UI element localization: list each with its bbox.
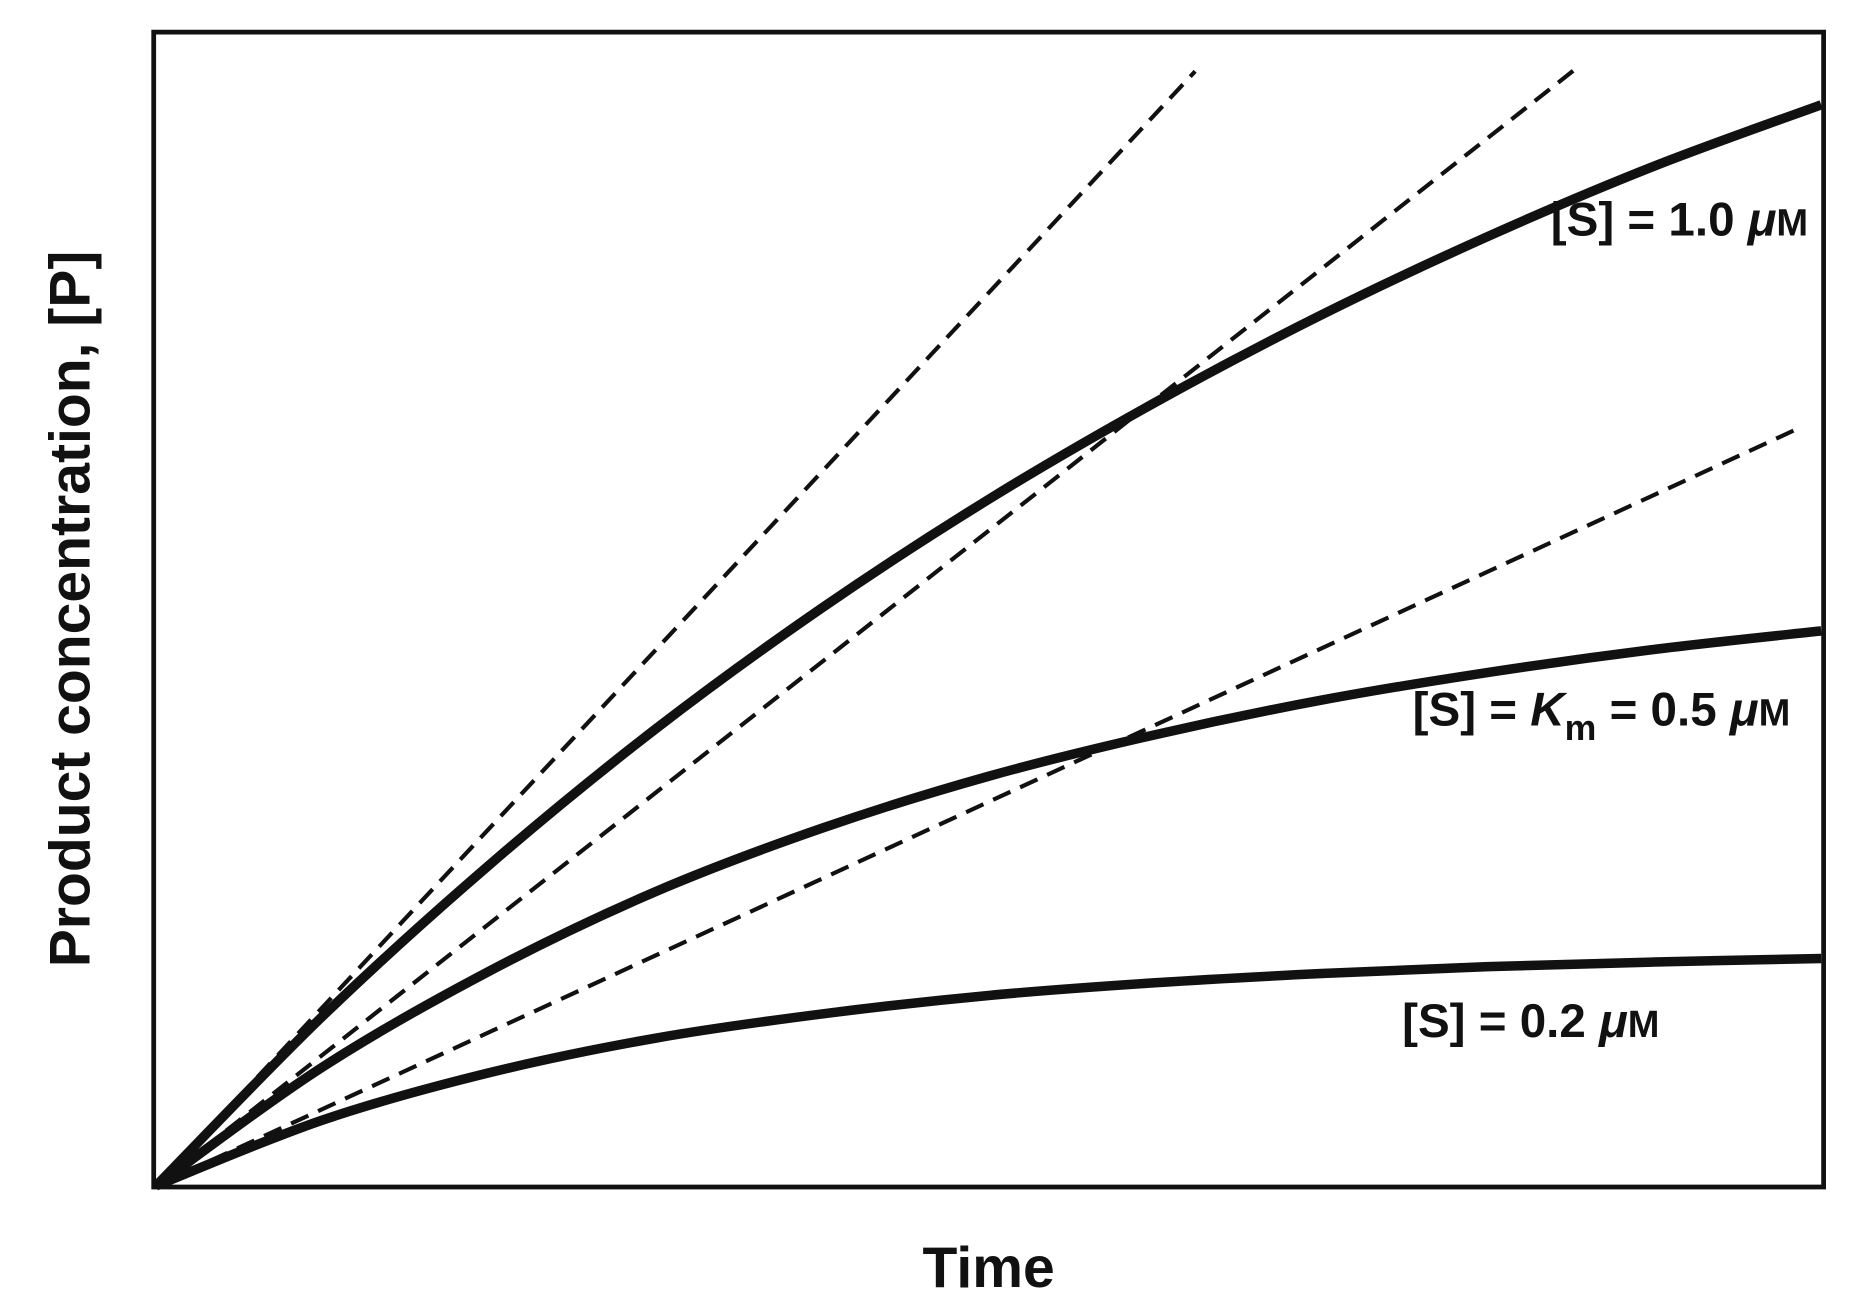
series-curve-2	[154, 953, 1822, 1191]
x-axis-label: Time	[923, 1236, 1055, 1300]
tangent-line-1	[154, 63, 1582, 1188]
curves	[152, 100, 1823, 1191]
tangent-lines	[154, 63, 1796, 1188]
series-curve-0	[152, 100, 1823, 1190]
series-curve-1	[153, 626, 1822, 1190]
plot-frame	[151, 29, 1826, 1190]
tangent-line-2	[155, 428, 1796, 1188]
label-s-0-2: [S] = 0.2 μM	[1402, 995, 1659, 1048]
tangent-line-0	[154, 69, 1197, 1188]
y-axis-label: Product concentration, [P]	[38, 251, 102, 968]
label-s-km-0-5: [S] = Km = 0.5 μM	[1413, 684, 1791, 748]
label-s-1-0: [S] = 1.0 μM	[1551, 193, 1808, 246]
